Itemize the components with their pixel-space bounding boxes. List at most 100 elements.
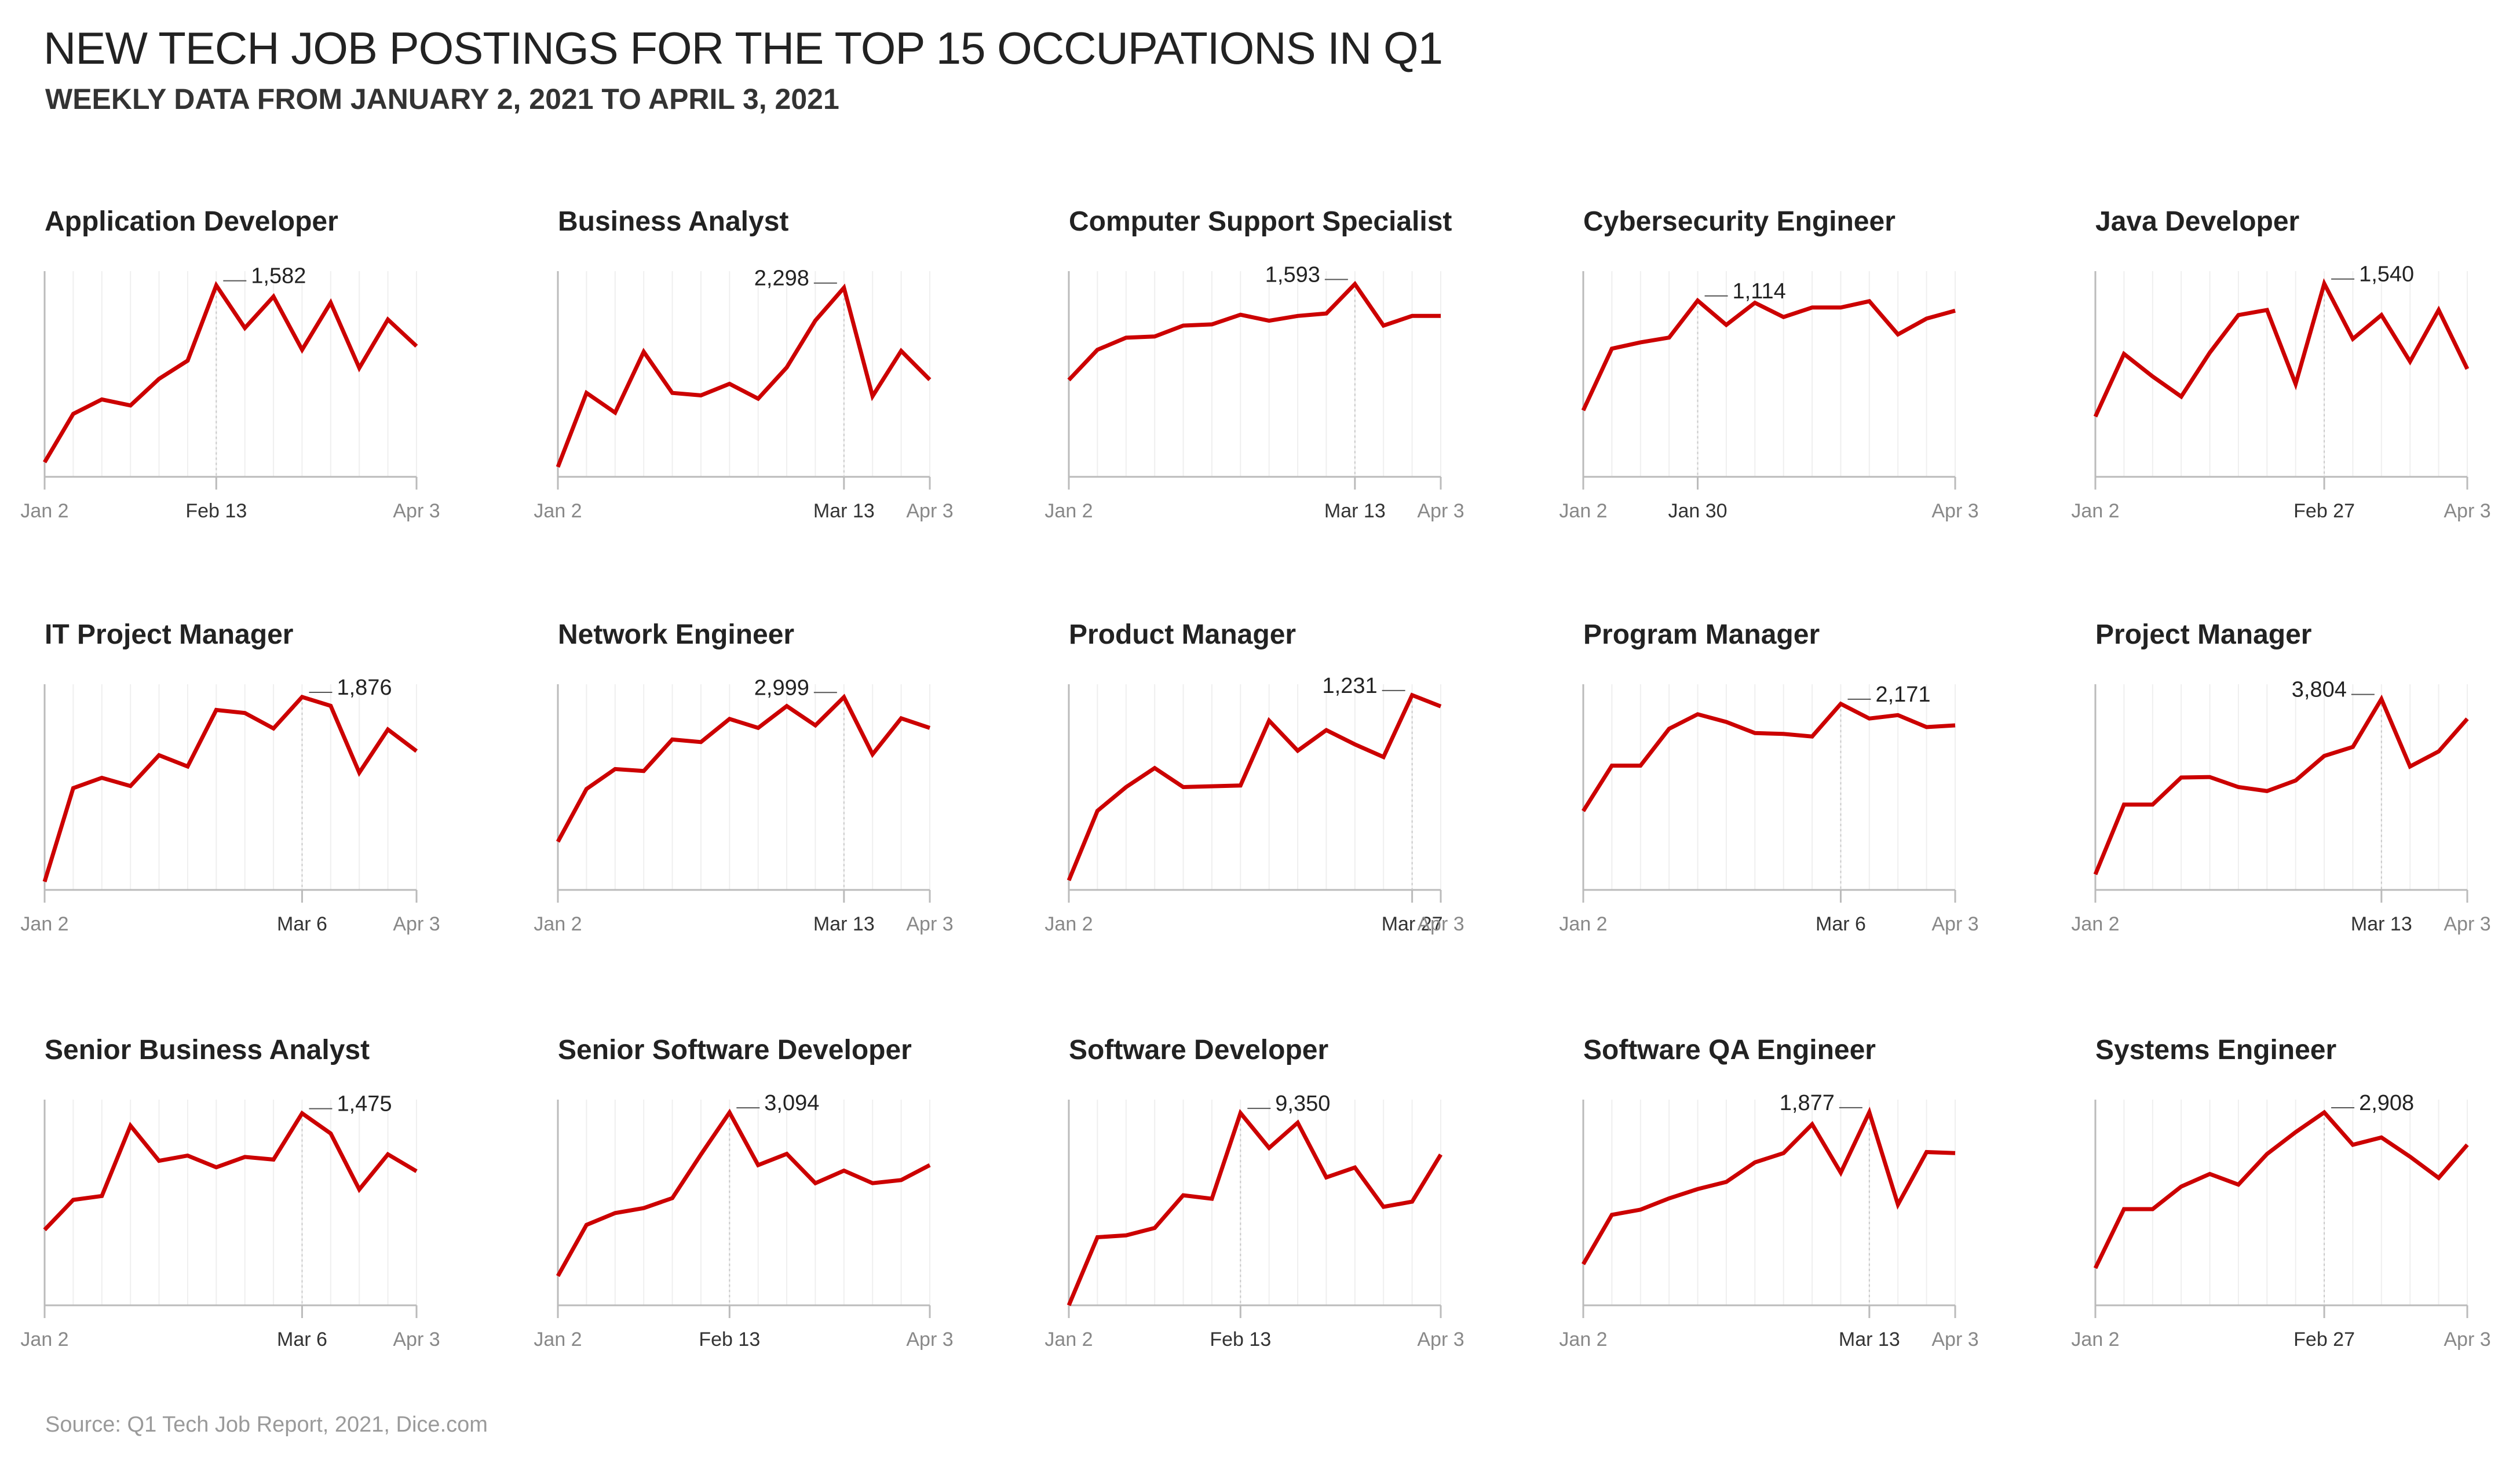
peak-value-label: 1,475 (337, 1092, 392, 1116)
peak-value-label: 1,593 (1265, 262, 1320, 287)
x-tick-label: Feb 27 (2293, 1328, 2355, 1351)
peak-value-label: 1,582 (251, 264, 306, 289)
series-line (2093, 1109, 2469, 1269)
x-tick-label: Feb 27 (2293, 500, 2355, 522)
chart-software-developer: Software Developer Jan 2 Feb 13 Apr 3 9,350 (1044, 1035, 1464, 1351)
series-line (556, 1108, 931, 1278)
chart-title: Computer Support Specialist (1069, 206, 1452, 237)
series-line (42, 281, 418, 463)
chart-title: Network Engineer (558, 619, 794, 650)
chart-title: Java Developer (2095, 206, 2299, 237)
chart-title: Cybersecurity Engineer (1583, 206, 1896, 237)
x-tick-label: Apr 3 (2444, 500, 2490, 522)
peak-value-label: 1,231 (1323, 674, 1378, 698)
x-tick-label: Mar 6 (1816, 913, 1866, 935)
chart-title: IT Project Manager (45, 619, 293, 650)
x-tick-label: Apr 3 (393, 1328, 440, 1351)
chart-systems-engineer: Systems Engineer Jan 2 Feb 27 Apr 3 2,908 (2071, 1035, 2490, 1351)
x-tick-label: Mar 13 (1839, 1328, 1900, 1351)
series-line (1581, 297, 1956, 411)
x-tick-label: Apr 3 (906, 913, 953, 935)
chart-computer-support-specialist: Computer Support Specialist Jan 2 Mar 13 Ap… (1044, 206, 1464, 522)
series-line (2093, 694, 2469, 875)
peak-value-label: 2,171 (1875, 682, 1930, 707)
x-tick-label: Jan 2 (20, 500, 68, 522)
chart-title: Application Developer (45, 206, 338, 237)
x-tick-label: Jan 2 (1044, 1328, 1093, 1351)
x-tick-label: Feb 13 (185, 500, 247, 522)
x-tick-label: Jan 2 (1044, 913, 1093, 935)
x-tick-label: Apr 3 (1931, 1328, 1978, 1351)
chart-title: Software QA Engineer (1583, 1035, 1876, 1065)
x-tick-label: Jan 2 (534, 500, 582, 522)
peak-value-label: 9,350 (1275, 1092, 1330, 1116)
series-line (2093, 278, 2470, 418)
x-tick-label: Jan 2 (1559, 500, 1607, 522)
x-tick-label: Apr 3 (1931, 913, 1978, 935)
peak-value-label: 3,094 (764, 1091, 819, 1115)
x-tick-label: Mar 6 (277, 1328, 327, 1351)
x-tick-label: Feb 13 (1210, 1328, 1271, 1351)
series-line (556, 283, 932, 468)
x-tick-label: Mar 13 (813, 913, 875, 935)
chart-cybersecurity-engineer: Cybersecurity Engineer Jan 2 Jan 30 Apr 3 1,… (1559, 206, 1978, 522)
x-tick-label: Apr 3 (1417, 1328, 1464, 1351)
peak-value-label: 1,877 (1780, 1091, 1835, 1115)
x-tick-label: Mar 13 (2351, 913, 2412, 935)
x-tick-label: Apr 3 (2444, 913, 2490, 935)
x-tick-label: Apr 3 (393, 500, 440, 522)
series-line (43, 1110, 418, 1232)
series-line (1067, 692, 1442, 881)
x-tick-label: Apr 3 (1931, 500, 1978, 522)
series-line (1582, 701, 1956, 812)
x-tick-label: Jan 2 (20, 913, 68, 935)
chart-senior-software-developer: Senior Software Developer Jan 2 Feb 13 Apr … (534, 1035, 953, 1351)
source-note: Source: Q1 Tech Job Report, 2021, Dice.c… (45, 1412, 488, 1437)
chart-title: Systems Engineer (2095, 1035, 2336, 1065)
chart-java-developer: Java Developer Jan 2 Feb 27 Apr 3 1,540 (2071, 206, 2490, 522)
chart-title: Product Manager (1069, 619, 1296, 650)
chart-senior-business-analyst: Senior Business Analyst Jan 2 Mar 6 Apr 3 1,… (20, 1035, 440, 1351)
x-tick-label: Jan 2 (534, 913, 582, 935)
peak-value-label: 2,908 (2359, 1091, 2414, 1115)
x-tick-label: Feb 13 (699, 1328, 760, 1351)
series-line (1581, 1107, 1956, 1265)
x-tick-label: Jan 2 (1559, 1328, 1607, 1351)
x-tick-label: Mar 13 (1324, 500, 1386, 522)
x-tick-label: Apr 3 (906, 500, 953, 522)
x-tick-label: Jan 2 (2071, 913, 2119, 935)
series-line (556, 694, 931, 843)
series-line (42, 694, 418, 882)
chart-title: Business Analyst (558, 206, 788, 237)
x-tick-label: Jan 2 (534, 1328, 582, 1351)
chart-title: Senior Business Analyst (45, 1035, 370, 1065)
x-tick-label: Mar 13 (813, 500, 875, 522)
peak-value-label: 1,114 (1733, 279, 1786, 304)
chart-title: Software Developer (1069, 1035, 1328, 1065)
chart-network-engineer: Network Engineer Jan 2 Mar 13 Apr 3 2,999 (534, 619, 953, 935)
chart-title: Program Manager (1583, 619, 1820, 650)
chart-title: Senior Software Developer (558, 1035, 912, 1065)
x-tick-label: Jan 2 (2071, 500, 2119, 522)
chart-software-qa-engineer: Software QA Engineer Jan 2 Mar 13 Apr 3 1,87… (1559, 1035, 1978, 1351)
x-tick-label: Mar 27 (1382, 913, 1443, 935)
peak-value-label: 1,876 (337, 676, 392, 700)
series-line (1067, 1108, 1442, 1306)
x-tick-label: Apr 3 (2444, 1328, 2490, 1351)
chart-it-project-manager: IT Project Manager Jan 2 Mar 6 Apr 3 1,876 (20, 619, 440, 935)
peak-value-label: 3,804 (2292, 678, 2347, 702)
x-tick-label: Jan 2 (1044, 500, 1093, 522)
x-tick-label: Apr 3 (906, 1328, 953, 1351)
chart-application-developer: Application Developer Jan 2 Feb 13 Apr 3 1,5… (20, 206, 440, 522)
page-subtitle: WEEKLY DATA FROM JANUARY 2, 2021 TO APRI… (45, 83, 839, 115)
x-tick-label: Apr 3 (1417, 913, 1464, 935)
peak-value-label: 2,999 (754, 676, 809, 700)
x-tick-label: Jan 2 (2071, 1328, 2119, 1351)
chart-program-manager: Program Manager Jan 2 Mar 6 Apr 3 2,171 (1559, 619, 1978, 935)
x-tick-label: Apr 3 (1417, 500, 1464, 522)
peak-value-label: 1,540 (2359, 262, 2414, 287)
chart-project-manager: Project Manager Jan 2 Mar 13 Apr 3 3,804 (2071, 619, 2490, 935)
chart-title: Project Manager (2095, 619, 2311, 650)
